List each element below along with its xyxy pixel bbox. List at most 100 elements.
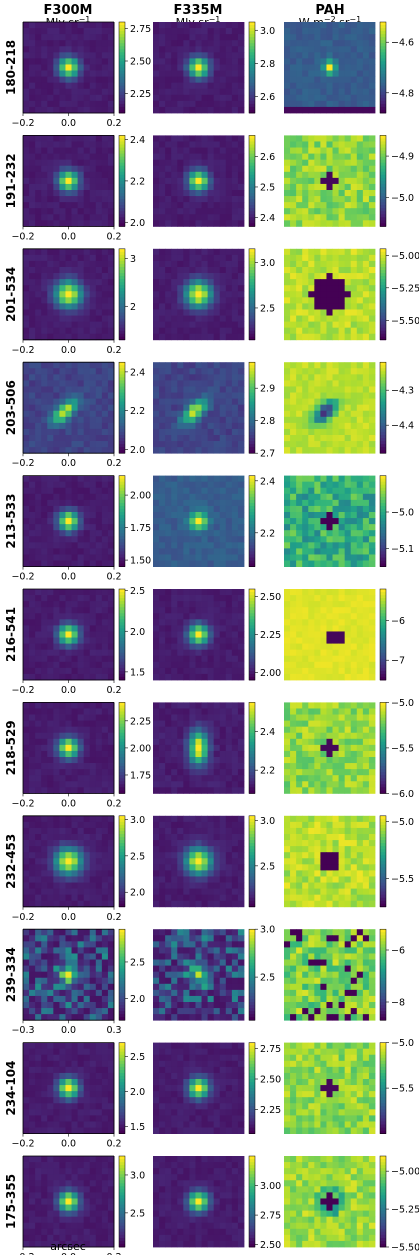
heatmap-cell — [65, 595, 72, 602]
heatmap-cell — [59, 428, 66, 436]
heatmap-cell — [53, 22, 60, 29]
colorbar-segment — [380, 419, 386, 424]
heatmap-cell — [201, 380, 208, 387]
heatmap-cell — [326, 416, 333, 424]
heatmap-cell — [213, 183, 221, 191]
heatmap-cell — [23, 673, 30, 681]
heatmap-cell — [153, 327, 160, 335]
heatmap-cell — [101, 637, 109, 644]
heatmap-cell — [35, 637, 42, 644]
heatmap-cell — [171, 481, 178, 489]
heatmap-cell — [296, 64, 303, 71]
heatmap-cell — [213, 76, 221, 84]
heatmap-cell — [189, 475, 196, 483]
colorbar-tick-label: 2.00 — [260, 668, 281, 679]
colorbar-tick-label: 2.2 — [130, 406, 145, 417]
heatmap-cell — [71, 76, 78, 84]
heatmap-cell — [213, 673, 221, 681]
heatmap-cell — [29, 28, 36, 35]
colorbar-segment — [380, 622, 386, 626]
heatmap-cell — [183, 190, 190, 197]
heatmap-cell — [290, 46, 297, 53]
heatmap-cell — [225, 649, 233, 657]
heatmap-cell — [153, 22, 160, 29]
heatmap-cell — [332, 34, 339, 41]
heatmap-cell — [213, 601, 221, 608]
heatmap-cell — [47, 58, 54, 65]
heatmap-cell — [177, 303, 184, 310]
heatmap-cell — [47, 613, 54, 620]
heatmap-cell — [207, 248, 215, 256]
heatmap-cell — [41, 769, 48, 776]
heatmap-cell — [213, 202, 221, 209]
heatmap-cell — [314, 70, 321, 77]
heatmap-cell — [153, 40, 160, 47]
heatmap-cell — [183, 171, 190, 179]
heatmap-cell — [29, 493, 36, 501]
heatmap-cell — [95, 248, 103, 256]
row-label: 191-232 — [4, 153, 18, 208]
heatmap-cell — [159, 88, 166, 96]
heatmap-cell — [201, 667, 208, 675]
heatmap-cell — [290, 518, 297, 525]
colorbar-segment — [249, 631, 255, 635]
heatmap-cell — [207, 392, 215, 399]
heatmap-cell — [201, 177, 208, 185]
heatmap-cell — [338, 428, 346, 436]
heatmap-cell — [89, 327, 97, 335]
colorbar-segment — [249, 637, 255, 641]
heatmap-cell — [219, 643, 227, 651]
heatmap-cell — [47, 183, 54, 191]
heatmap-cell — [207, 542, 215, 549]
heatmap-cell — [302, 625, 309, 632]
colorbar-segment — [119, 428, 125, 433]
panel-f300m: 32 — [23, 248, 136, 341]
heatmap-cell — [296, 524, 303, 531]
heatmap-cell — [159, 392, 166, 399]
heatmap-cell — [23, 708, 30, 715]
heatmap-cell — [41, 100, 48, 108]
heatmap-cell — [89, 220, 97, 227]
heatmap-cell — [284, 380, 291, 387]
heatmap-cell — [59, 475, 66, 483]
heatmap-cell — [308, 153, 315, 161]
heatmap-cell — [65, 499, 72, 507]
heatmap-cell — [35, 655, 42, 663]
heatmap-cell — [320, 220, 327, 227]
colorbar: 2.752.502.25 — [118, 21, 151, 114]
heatmap-cell — [83, 435, 91, 442]
heatmap-cell — [65, 177, 72, 185]
heatmap-cell — [47, 560, 54, 567]
heatmap-cell — [344, 667, 352, 675]
colorbar-segment — [249, 55, 255, 59]
heatmap-cell — [35, 267, 42, 274]
heatmap-cell — [35, 260, 42, 268]
heatmap-cell — [290, 404, 297, 412]
heatmap-cell — [71, 499, 78, 507]
colorbar-segment — [119, 518, 125, 522]
heatmap-cell — [77, 380, 85, 387]
heatmap-cell — [356, 410, 364, 418]
heatmap-cell — [201, 441, 208, 448]
heatmap-cell — [23, 757, 30, 764]
heatmap-cell — [213, 34, 221, 41]
heatmap-cell — [47, 70, 54, 77]
heatmap-cell — [237, 315, 245, 322]
heatmap-cell — [89, 708, 97, 715]
heatmap-cell — [362, 177, 370, 185]
heatmap-cell — [159, 100, 166, 108]
heatmap-cell — [362, 291, 370, 298]
heatmap-cell — [219, 601, 227, 608]
heatmap-cell — [231, 655, 239, 663]
heatmap-cell — [23, 601, 30, 608]
heatmap-cell — [59, 530, 66, 537]
heatmap-cell — [53, 190, 60, 197]
heatmap-cell — [35, 607, 42, 614]
heatmap-cell — [47, 52, 54, 59]
heatmap-cell — [332, 135, 339, 142]
heatmap-cell — [302, 171, 309, 179]
heatmap-cell — [362, 554, 370, 561]
heatmap-cell — [53, 88, 60, 96]
heatmap-cell — [362, 560, 370, 567]
heatmap-cell — [47, 708, 54, 715]
